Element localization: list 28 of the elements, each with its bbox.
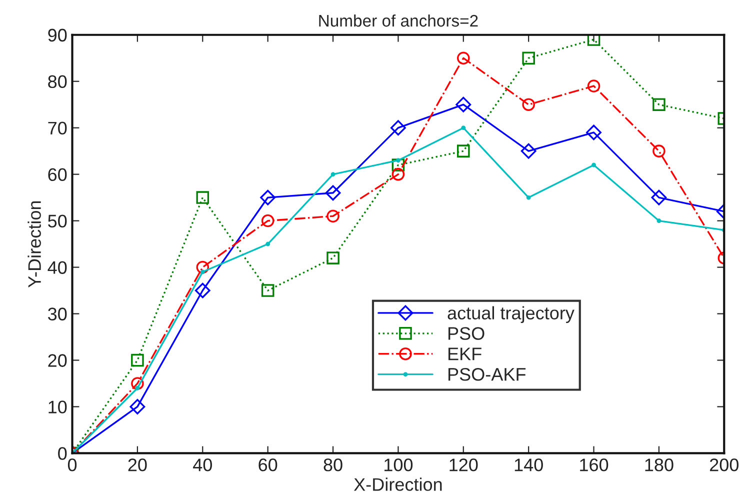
x-tick-label: 200 <box>710 458 738 472</box>
y-tick-label: 30 <box>48 308 67 320</box>
y-tick-label: 10 <box>48 400 67 414</box>
x-tick-label: 120 <box>450 458 478 472</box>
legend-label: EKF <box>448 348 482 360</box>
y-tick-label: 40 <box>48 261 67 274</box>
legend-label: PSO <box>448 327 484 340</box>
x-tick-label: 20 <box>128 458 147 472</box>
x-tick-label: 180 <box>645 458 674 472</box>
legend-label: actual trajectory <box>448 306 574 324</box>
y-tick-label: 50 <box>48 214 67 228</box>
y-tick-label: 80 <box>48 75 67 88</box>
y-tick-label: 60 <box>48 168 67 182</box>
y-axis-title: Y-Direction <box>28 201 41 288</box>
x-tick-label: 60 <box>258 458 278 472</box>
legend-label: PSO-AKF <box>448 368 526 381</box>
x-tick-label: 0 <box>68 458 77 472</box>
y-tick-label: 20 <box>48 354 67 367</box>
y-tick-label: 70 <box>48 122 67 135</box>
x-tick-label: 160 <box>580 458 608 472</box>
y-tick-label: 90 <box>48 28 67 42</box>
x-tick-label: 80 <box>324 458 342 472</box>
x-tick-label: 100 <box>384 458 413 472</box>
y-tick-label: 0 <box>58 447 67 460</box>
x-tick-label: 140 <box>514 458 543 472</box>
chart-title: Number of anchors=2 <box>319 14 478 27</box>
x-tick-label: 40 <box>193 458 212 472</box>
x-axis-title: X-Direction <box>354 478 442 491</box>
